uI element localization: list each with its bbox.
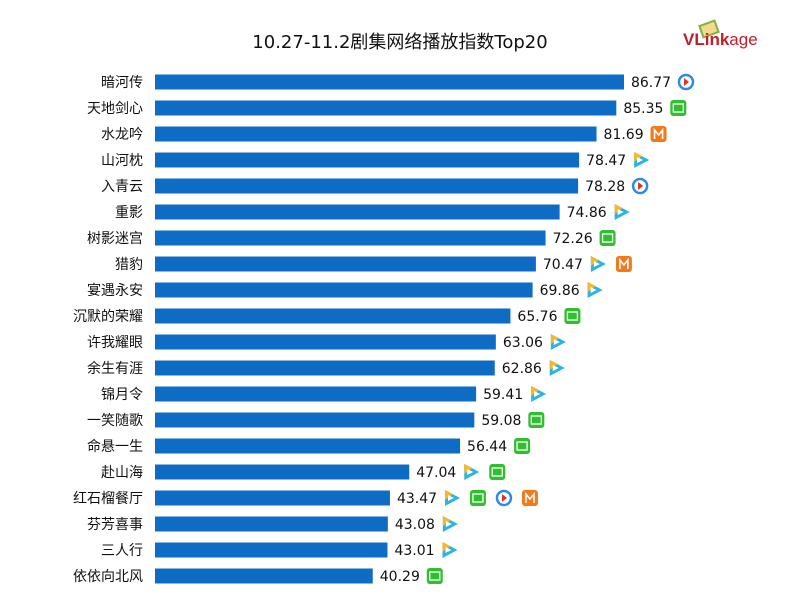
category-label: 芬芳喜事 bbox=[87, 516, 143, 533]
category-label: 入青云 bbox=[101, 179, 143, 195]
bar bbox=[155, 438, 461, 454]
bar bbox=[155, 308, 511, 324]
bar bbox=[155, 178, 579, 194]
tencent-icon bbox=[590, 256, 606, 272]
category-label: 一笑随歌 bbox=[87, 413, 143, 429]
tencent-icon bbox=[442, 516, 458, 532]
value-label: 78.28 bbox=[585, 179, 625, 195]
category-label: 依依向北风 bbox=[73, 569, 143, 585]
bar bbox=[155, 204, 560, 220]
value-label: 78.47 bbox=[586, 153, 626, 169]
bar bbox=[155, 100, 617, 116]
iqiyi-icon bbox=[564, 308, 581, 324]
bar bbox=[155, 282, 533, 298]
vlinkage-logo: VLinkage bbox=[683, 30, 758, 49]
iqiyi-icon bbox=[489, 464, 506, 480]
tencent-icon bbox=[634, 152, 650, 168]
bar bbox=[155, 74, 624, 90]
value-label: 62.86 bbox=[502, 361, 542, 377]
bar bbox=[155, 412, 475, 428]
bar bbox=[155, 360, 495, 376]
mango-icon bbox=[615, 256, 632, 272]
youku-icon bbox=[495, 489, 513, 507]
category-label: 许我耀眼 bbox=[87, 335, 143, 351]
category-label: 沉默的荣耀 bbox=[73, 309, 143, 325]
category-label: 树影迷宫 bbox=[87, 231, 143, 247]
value-label: 70.47 bbox=[543, 257, 583, 273]
category-label: 山河枕 bbox=[101, 153, 143, 169]
iqiyi-icon bbox=[469, 490, 486, 506]
value-label: 43.01 bbox=[394, 543, 434, 559]
bar bbox=[155, 568, 373, 584]
value-label: 47.04 bbox=[416, 465, 456, 481]
value-label: 56.44 bbox=[467, 439, 507, 455]
value-label: 65.76 bbox=[517, 309, 557, 325]
tencent-icon bbox=[531, 386, 547, 402]
iqiyi-icon bbox=[528, 412, 545, 428]
value-label: 63.06 bbox=[503, 335, 543, 351]
value-label: 69.86 bbox=[540, 283, 580, 299]
iqiyi-icon bbox=[514, 438, 531, 454]
iqiyi-icon bbox=[670, 100, 687, 116]
category-label: 宴遇永安 bbox=[87, 282, 143, 299]
value-label: 59.41 bbox=[483, 387, 523, 403]
bar bbox=[155, 386, 477, 402]
bar bbox=[155, 230, 546, 246]
tencent-icon bbox=[587, 282, 603, 298]
value-label: 40.29 bbox=[380, 569, 420, 585]
category-label: 暗河传 bbox=[101, 75, 143, 91]
category-label: 红石榴餐厅 bbox=[73, 491, 143, 507]
category-label: 猎豹 bbox=[115, 257, 143, 273]
tencent-icon bbox=[464, 464, 480, 480]
bar bbox=[155, 334, 496, 350]
bar bbox=[155, 126, 597, 142]
category-label: 命悬一生 bbox=[87, 438, 143, 455]
bar bbox=[155, 152, 580, 168]
tencent-icon bbox=[549, 360, 565, 376]
value-label: 43.47 bbox=[397, 491, 437, 507]
tencent-icon bbox=[442, 542, 458, 558]
value-label: 81.69 bbox=[604, 127, 644, 143]
iqiyi-icon bbox=[599, 230, 616, 246]
iqiyi-icon bbox=[426, 568, 443, 584]
category-label: 三人行 bbox=[101, 543, 143, 559]
category-label: 锦月令 bbox=[101, 386, 143, 403]
bar bbox=[155, 490, 390, 506]
category-label: 赴山海 bbox=[101, 465, 143, 481]
value-label: 43.08 bbox=[395, 517, 435, 533]
value-label: 85.35 bbox=[623, 101, 663, 117]
category-label: 余生有涯 bbox=[87, 360, 143, 377]
category-label: 水龙吟 bbox=[101, 127, 143, 143]
bar bbox=[155, 542, 388, 558]
category-label: 重影 bbox=[115, 205, 143, 221]
value-label: 74.86 bbox=[567, 205, 607, 221]
bar bbox=[155, 256, 536, 272]
youku-icon bbox=[677, 73, 695, 91]
bar bbox=[155, 464, 410, 480]
mango-icon bbox=[521, 490, 538, 506]
value-label: 59.08 bbox=[481, 413, 521, 429]
chart-title: 10.27-11.2剧集网络播放指数Top20 bbox=[252, 32, 548, 53]
mango-icon bbox=[650, 126, 667, 142]
value-label: 72.26 bbox=[553, 231, 593, 247]
tencent-icon bbox=[614, 204, 630, 220]
value-label: 86.77 bbox=[631, 75, 671, 91]
tencent-icon bbox=[444, 490, 460, 506]
tencent-icon bbox=[550, 334, 566, 350]
youku-icon bbox=[631, 177, 649, 195]
bar bbox=[155, 516, 388, 532]
category-label: 天地剑心 bbox=[87, 101, 143, 117]
